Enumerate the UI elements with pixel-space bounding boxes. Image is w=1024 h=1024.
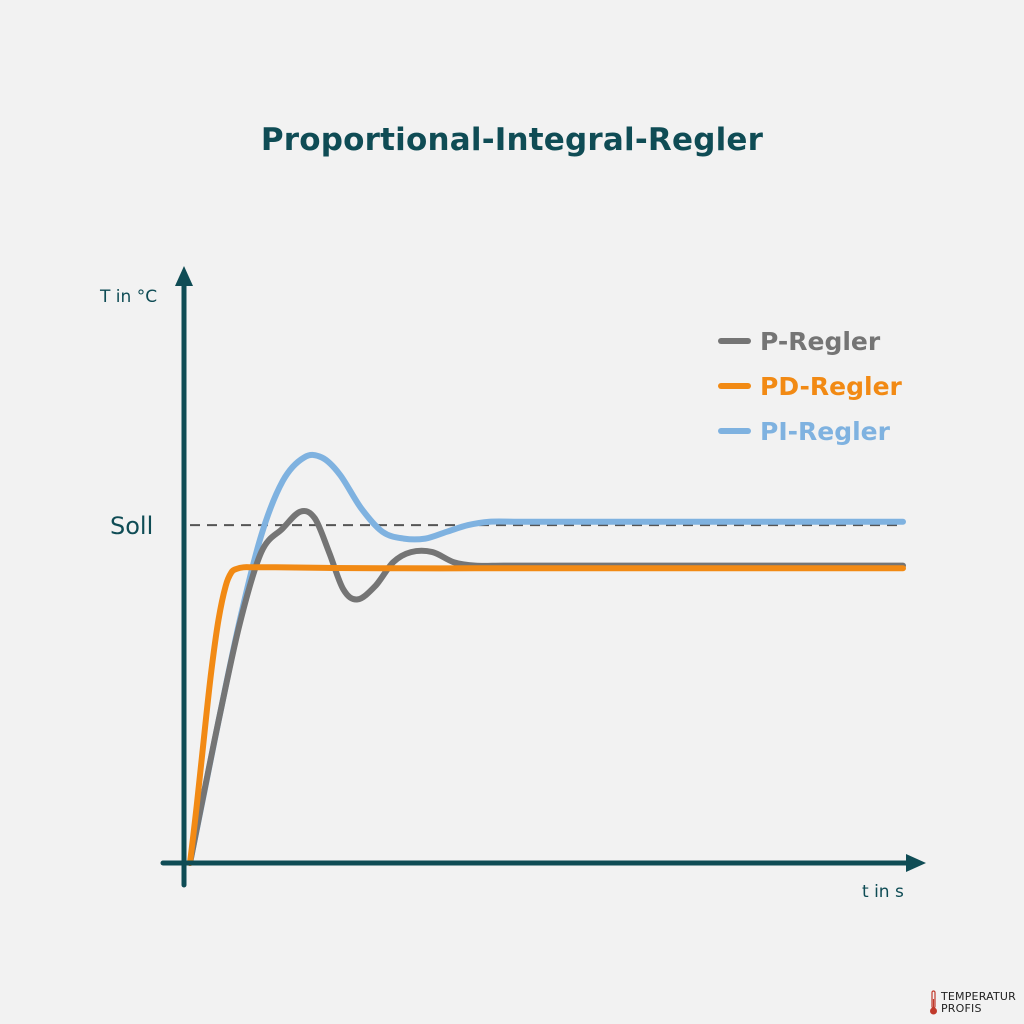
legend: P-Regler PD-Regler PI-Regler [718, 327, 903, 446]
y-axis-arrow-icon [175, 266, 193, 286]
series-line-p-regler [187, 507, 906, 866]
legend-label-pi-regler: PI-Regler [760, 417, 891, 446]
chart-title: Proportional-Integral-Regler [260, 122, 764, 158]
series-layer [187, 451, 906, 866]
brand-logo: TEMPERATUR PROFIS [929, 990, 1016, 1016]
x-axis-label: t in s [862, 882, 904, 902]
soll-label: Soll [110, 512, 153, 540]
y-axis-label: T in °C [99, 287, 157, 307]
x-axis-arrow-icon [906, 854, 926, 872]
series-line-pd-regler [187, 564, 906, 866]
logo-line-2: PROFIS [940, 1002, 982, 1015]
legend-label-p-regler: P-Regler [760, 327, 881, 356]
logo-line-1: TEMPERATUR [940, 990, 1016, 1003]
legend-label-pd-regler: PD-Regler [760, 372, 903, 401]
thermometer-icon [929, 990, 937, 1015]
